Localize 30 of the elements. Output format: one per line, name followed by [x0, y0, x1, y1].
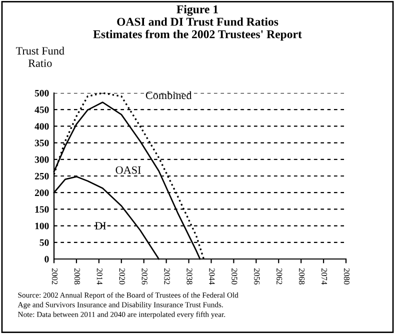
y-tick-label: 300	[34, 156, 49, 163]
x-tick-label: 2020	[119, 268, 125, 284]
y-tick-label: 500	[34, 90, 49, 96]
series-label: DI	[95, 222, 106, 230]
y-tick-label: 100	[35, 222, 49, 230]
series-label: Combined	[146, 91, 192, 100]
x-tick-label: 2032	[164, 268, 170, 284]
x-tick-label: 2080	[344, 268, 350, 284]
x-tick-label: 2056	[254, 268, 260, 284]
x-tick-label: 2026	[142, 268, 148, 284]
x-tick-label: 2044	[209, 268, 215, 285]
y-tick-label: 350	[34, 140, 49, 146]
x-tick-label: 2068	[298, 268, 305, 284]
x-tick-label: 2002	[52, 268, 58, 284]
y-tick-label: 250	[34, 172, 49, 180]
chart-title: Figure 1 OASI and DI Trust Fund Ratios Estimates from the 2002 Trustees' Report	[93, 5, 302, 41]
x-tick-label: 2062	[276, 268, 282, 284]
x-tick-label: 2038	[186, 268, 192, 284]
y-tick-label: 200	[34, 190, 49, 196]
y-tick-label: 0	[44, 256, 49, 262]
series-label: OASI	[116, 166, 141, 174]
y-tick-label: 400	[34, 123, 49, 130]
x-tick-label: 2050	[232, 268, 238, 284]
y-tick-label: 150	[35, 206, 49, 213]
x-tick-label: 2074	[321, 268, 328, 285]
y-tick-label: 50	[40, 239, 49, 246]
x-tick-label: 2008	[74, 268, 80, 284]
y-axis-title: Trust Fund Ratio	[16, 46, 64, 67]
y-tick-label: 450	[34, 106, 49, 114]
x-tick-label: 2014	[96, 268, 102, 285]
